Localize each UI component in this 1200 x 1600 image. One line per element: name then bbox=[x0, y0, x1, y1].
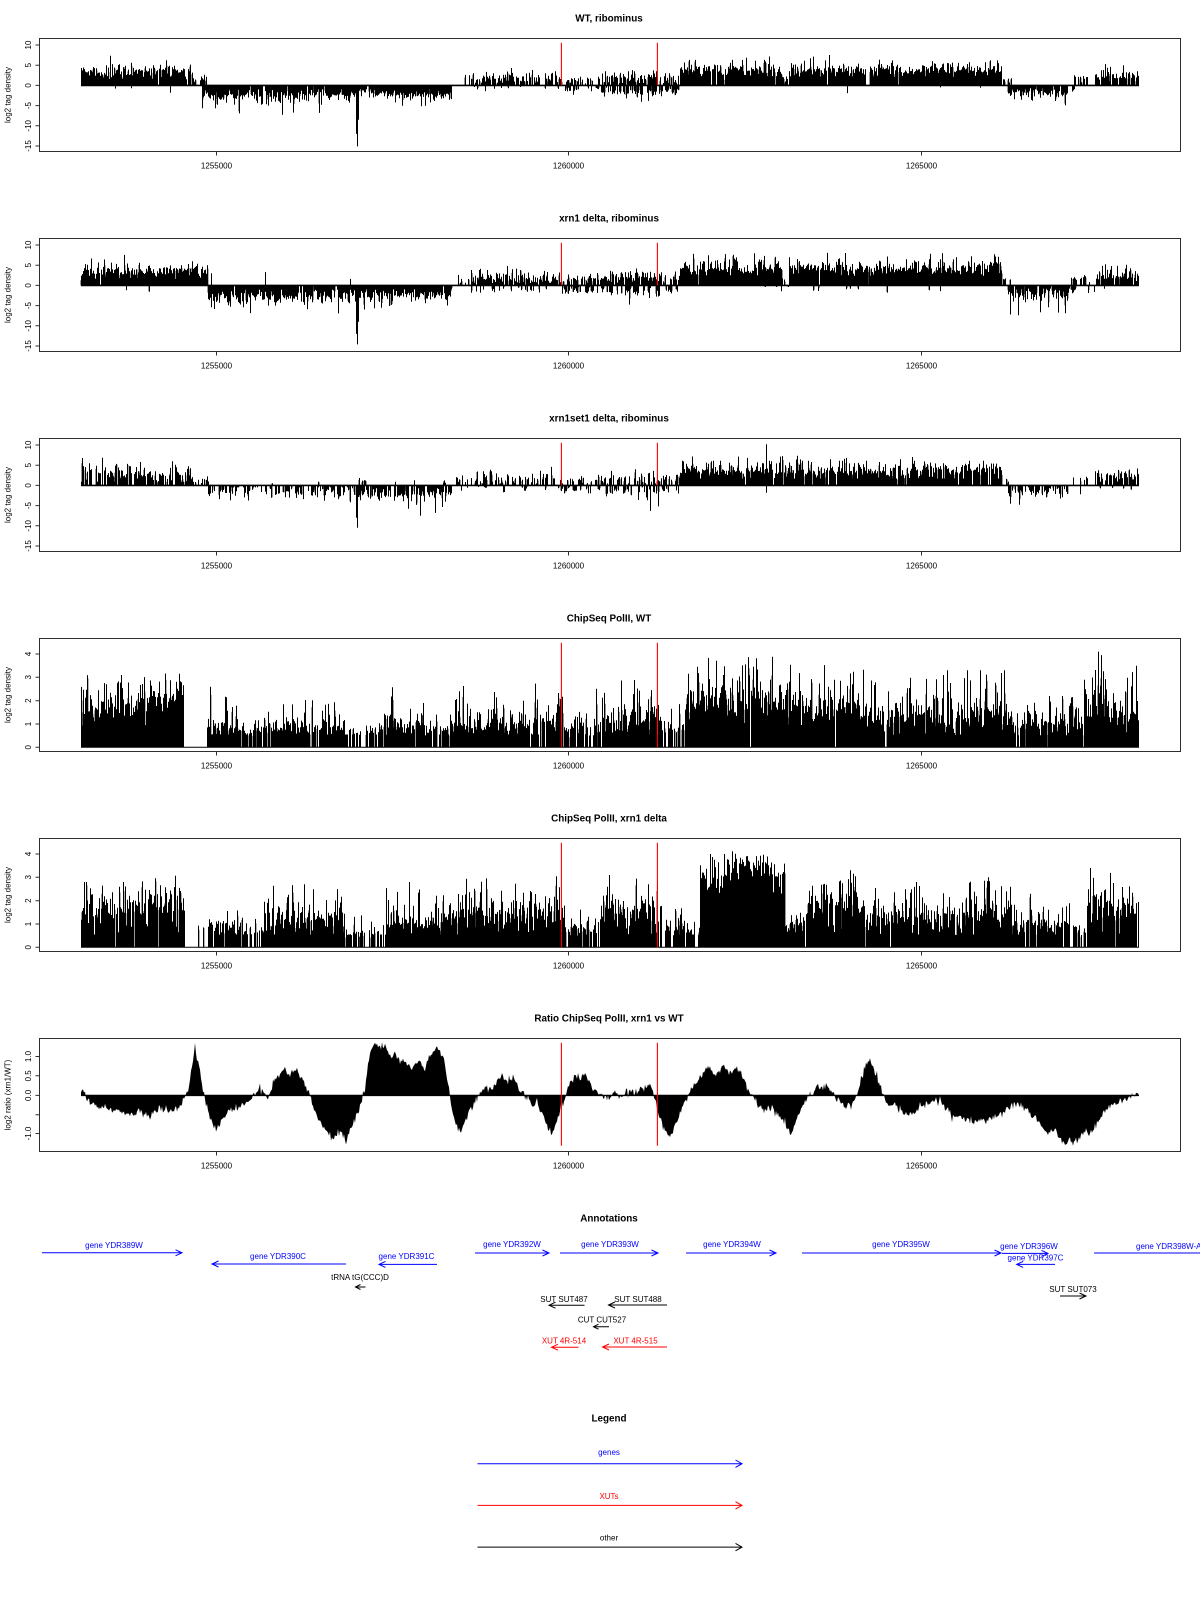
svg-text:2: 2 bbox=[24, 698, 33, 703]
svg-text:genes: genes bbox=[598, 1448, 620, 1457]
svg-text:1265000: 1265000 bbox=[906, 362, 938, 371]
svg-text:0: 0 bbox=[24, 745, 33, 750]
svg-text:gene YDR397C: gene YDR397C bbox=[1008, 1253, 1064, 1262]
svg-text:log2 tag density: log2 tag density bbox=[4, 267, 13, 323]
svg-text:0.0: 0.0 bbox=[24, 1089, 33, 1101]
svg-text:-15: -15 bbox=[24, 540, 33, 552]
svg-text:0: 0 bbox=[24, 283, 33, 288]
svg-text:gene YDR392W: gene YDR392W bbox=[483, 1240, 541, 1249]
svg-text:0.5: 0.5 bbox=[24, 1070, 33, 1082]
svg-text:1260000: 1260000 bbox=[553, 362, 585, 371]
svg-text:0: 0 bbox=[24, 483, 33, 488]
svg-text:log2 tag density: log2 tag density bbox=[4, 867, 13, 923]
svg-text:other: other bbox=[600, 1534, 619, 1543]
svg-text:10: 10 bbox=[24, 40, 33, 49]
svg-text:3: 3 bbox=[24, 875, 33, 880]
svg-text:SUT SUT073: SUT SUT073 bbox=[1049, 1285, 1097, 1294]
svg-text:-10: -10 bbox=[24, 119, 33, 131]
svg-text:xrn1set1 delta, ribominus: xrn1set1 delta, ribominus bbox=[549, 414, 669, 425]
svg-text:WT, ribominus: WT, ribominus bbox=[575, 14, 643, 25]
svg-text:log2 tag density: log2 tag density bbox=[4, 467, 13, 523]
svg-text:gene YDR398W-A: gene YDR398W-A bbox=[1136, 1242, 1200, 1251]
svg-text:-10: -10 bbox=[24, 519, 33, 531]
svg-text:1255000: 1255000 bbox=[201, 762, 233, 771]
svg-text:SUT SUT488: SUT SUT488 bbox=[614, 1295, 662, 1304]
svg-text:log2 tag density: log2 tag density bbox=[4, 667, 13, 723]
svg-text:gene YDR390C: gene YDR390C bbox=[250, 1252, 306, 1261]
svg-text:log2 tag density: log2 tag density bbox=[4, 67, 13, 123]
svg-text:-15: -15 bbox=[24, 340, 33, 352]
svg-text:1265000: 1265000 bbox=[906, 1162, 938, 1171]
svg-text:xrn1 delta, ribominus: xrn1 delta, ribominus bbox=[559, 214, 659, 225]
svg-text:XUTs: XUTs bbox=[599, 1492, 618, 1501]
svg-text:1255000: 1255000 bbox=[201, 962, 233, 971]
svg-text:gene YDR394W: gene YDR394W bbox=[703, 1240, 761, 1249]
svg-text:0: 0 bbox=[24, 945, 33, 950]
svg-text:1265000: 1265000 bbox=[906, 162, 938, 171]
svg-text:ChipSeq PolII, WT: ChipSeq PolII, WT bbox=[567, 614, 651, 625]
svg-text:1: 1 bbox=[24, 921, 33, 926]
svg-text:5: 5 bbox=[24, 262, 33, 267]
svg-text:1260000: 1260000 bbox=[553, 762, 585, 771]
svg-text:1265000: 1265000 bbox=[906, 962, 938, 971]
svg-text:5: 5 bbox=[24, 62, 33, 67]
svg-text:10: 10 bbox=[24, 240, 33, 249]
svg-text:1255000: 1255000 bbox=[201, 1162, 233, 1171]
svg-text:3: 3 bbox=[24, 675, 33, 680]
svg-text:ChipSeq PolII, xrn1 delta: ChipSeq PolII, xrn1 delta bbox=[551, 814, 667, 825]
svg-text:Ratio ChipSeq PolII, xrn1 vs W: Ratio ChipSeq PolII, xrn1 vs WT bbox=[534, 1014, 683, 1025]
svg-text:1260000: 1260000 bbox=[553, 162, 585, 171]
svg-text:4: 4 bbox=[24, 651, 33, 656]
svg-text:CUT CUT527: CUT CUT527 bbox=[578, 1316, 627, 1325]
svg-text:1255000: 1255000 bbox=[201, 362, 233, 371]
svg-text:1265000: 1265000 bbox=[906, 562, 938, 571]
svg-text:-1.0: -1.0 bbox=[24, 1126, 33, 1140]
svg-text:1: 1 bbox=[24, 721, 33, 726]
svg-text:XUT 4R-514: XUT 4R-514 bbox=[542, 1337, 587, 1346]
svg-text:2: 2 bbox=[24, 898, 33, 903]
svg-text:-10: -10 bbox=[24, 319, 33, 331]
svg-text:-5: -5 bbox=[24, 301, 33, 309]
svg-text:gene YDR396W: gene YDR396W bbox=[1000, 1242, 1058, 1251]
svg-text:1255000: 1255000 bbox=[201, 162, 233, 171]
svg-text:1265000: 1265000 bbox=[906, 762, 938, 771]
svg-text:gene YDR391C: gene YDR391C bbox=[379, 1252, 435, 1261]
svg-text:gene YDR393W: gene YDR393W bbox=[581, 1240, 639, 1249]
svg-text:1255000: 1255000 bbox=[201, 562, 233, 571]
svg-text:-5: -5 bbox=[24, 501, 33, 509]
svg-text:tRNA tG(CCC)D: tRNA tG(CCC)D bbox=[331, 1273, 389, 1282]
svg-text:1260000: 1260000 bbox=[553, 1162, 585, 1171]
svg-text:XUT 4R-515: XUT 4R-515 bbox=[613, 1337, 658, 1346]
svg-text:SUT SUT487: SUT SUT487 bbox=[540, 1295, 588, 1304]
svg-text:1260000: 1260000 bbox=[553, 962, 585, 971]
svg-text:Annotations: Annotations bbox=[580, 1214, 638, 1225]
svg-text:gene YDR389W: gene YDR389W bbox=[85, 1241, 143, 1250]
svg-text:log2 ratio (xrn1/WT): log2 ratio (xrn1/WT) bbox=[4, 1059, 13, 1130]
svg-text:10: 10 bbox=[24, 440, 33, 449]
svg-text:4: 4 bbox=[24, 851, 33, 856]
svg-text:1.0: 1.0 bbox=[24, 1050, 33, 1062]
svg-text:gene YDR395W: gene YDR395W bbox=[872, 1240, 930, 1249]
svg-text:1260000: 1260000 bbox=[553, 562, 585, 571]
svg-text:Legend: Legend bbox=[591, 1414, 626, 1425]
svg-text:-15: -15 bbox=[24, 140, 33, 152]
svg-text:0: 0 bbox=[24, 83, 33, 88]
svg-text:5: 5 bbox=[24, 462, 33, 467]
svg-text:-5: -5 bbox=[24, 101, 33, 109]
